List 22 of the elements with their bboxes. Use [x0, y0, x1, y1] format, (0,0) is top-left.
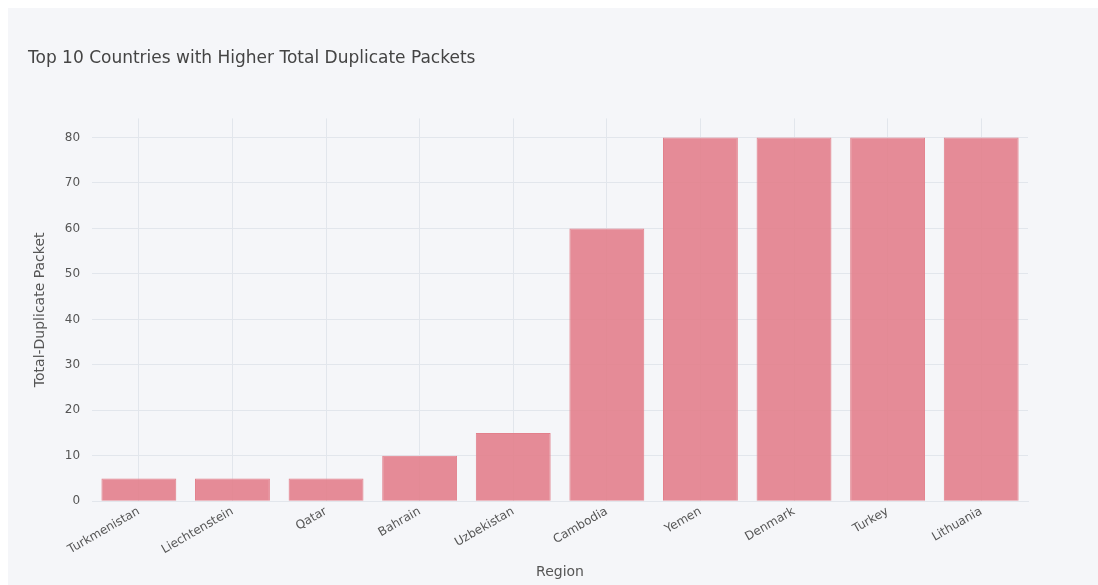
y-tick-label: 10 [64, 447, 81, 462]
bar [756, 137, 832, 501]
bar [850, 137, 926, 501]
y-tick-label: 40 [64, 311, 81, 326]
y-tick-label: 0 [72, 493, 81, 508]
x-axis-title: Region [536, 563, 584, 580]
bar [662, 137, 738, 501]
y-axis-title: Total-Duplicate Packet [31, 231, 48, 389]
bar [943, 137, 1019, 501]
y-tick-label: 50 [64, 266, 81, 281]
y-tick-label: 20 [64, 402, 81, 417]
y-tick-label: 30 [64, 356, 81, 371]
y-tick-label: 80 [64, 129, 81, 144]
bar [101, 478, 177, 501]
bar [382, 455, 458, 501]
y-tick-label: 60 [64, 220, 81, 235]
chart-title: Top 10 Countries with Higher Total Duplicate Packets [27, 46, 476, 67]
bar [475, 433, 551, 501]
bar [569, 228, 645, 501]
bar [195, 478, 270, 501]
bar [288, 478, 364, 501]
y-tick-label: 70 [64, 175, 81, 190]
